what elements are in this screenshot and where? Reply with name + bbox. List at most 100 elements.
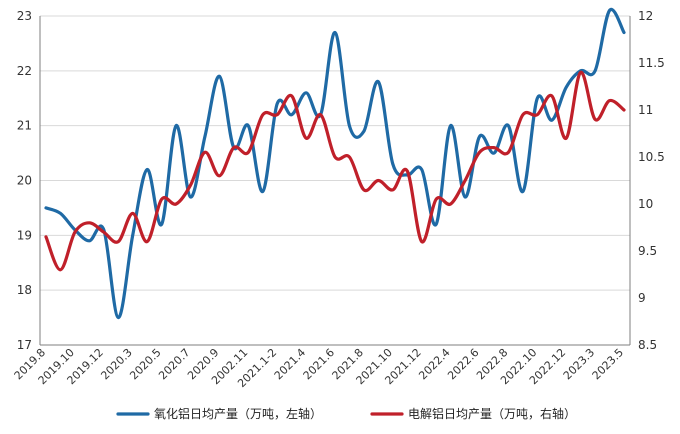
data-point bbox=[276, 102, 279, 105]
y-right-tick-label: 11.5 bbox=[638, 56, 665, 70]
y-left-tick-label: 20 bbox=[17, 174, 32, 188]
data-point bbox=[391, 162, 394, 165]
data-point bbox=[536, 97, 539, 100]
data-point bbox=[362, 130, 365, 133]
y-left-tick-label: 23 bbox=[17, 9, 32, 23]
data-point bbox=[146, 240, 149, 243]
y-right-tick-label: 9.5 bbox=[638, 244, 657, 258]
series-lines bbox=[44, 7, 626, 320]
data-point bbox=[608, 9, 611, 12]
series-points-0 bbox=[44, 9, 625, 319]
data-point bbox=[579, 71, 582, 74]
x-tick-label: 2023.3 bbox=[561, 346, 597, 382]
x-tick-label: 2021.4 bbox=[272, 346, 308, 382]
data-point bbox=[449, 124, 452, 127]
data-point bbox=[218, 174, 221, 177]
data-point bbox=[377, 179, 380, 182]
series-line-0 bbox=[44, 7, 626, 320]
data-point bbox=[565, 137, 568, 140]
legend: 氧化铝日均产量（万吨，左轴） 电解铝日均产量（万吨，右轴） bbox=[116, 406, 576, 421]
data-point bbox=[44, 206, 47, 209]
data-point bbox=[622, 108, 625, 111]
y-left-tick-label: 19 bbox=[17, 228, 32, 242]
data-point bbox=[189, 195, 192, 198]
data-point bbox=[131, 234, 134, 237]
data-point bbox=[88, 239, 91, 242]
data-point bbox=[305, 137, 308, 140]
data-point bbox=[276, 113, 279, 116]
left-y-axis-ticks: 17 18 19 20 21 22 23 bbox=[17, 9, 32, 352]
data-point bbox=[348, 155, 351, 158]
data-point bbox=[608, 99, 611, 102]
data-point bbox=[59, 268, 62, 271]
data-point bbox=[333, 155, 336, 158]
data-point bbox=[435, 223, 438, 226]
data-point bbox=[492, 151, 495, 154]
data-point bbox=[594, 118, 597, 121]
data-point bbox=[550, 119, 553, 122]
data-point bbox=[420, 240, 423, 243]
data-point bbox=[463, 195, 466, 198]
data-point bbox=[203, 151, 206, 154]
y-right-tick-label: 11 bbox=[638, 103, 653, 117]
legend-label-1: 电解铝日均产量（万吨，右轴） bbox=[408, 406, 576, 421]
right-y-axis-ticks: 8.5 9 9.5 10 10.5 11 11.5 12 bbox=[638, 9, 665, 352]
y-right-tick-label: 8.5 bbox=[638, 338, 657, 352]
y-right-tick-label: 10 bbox=[638, 197, 653, 211]
data-point bbox=[146, 168, 149, 171]
y-right-tick-label: 12 bbox=[638, 9, 653, 23]
data-point bbox=[550, 94, 553, 97]
y-left-tick-label: 17 bbox=[17, 338, 32, 352]
axes bbox=[39, 16, 631, 346]
data-point bbox=[521, 113, 524, 116]
data-point bbox=[174, 124, 177, 127]
data-point bbox=[44, 235, 47, 238]
data-point bbox=[160, 223, 163, 226]
data-point bbox=[189, 184, 192, 187]
data-point bbox=[117, 240, 120, 243]
data-point bbox=[478, 151, 481, 154]
data-point bbox=[88, 221, 91, 224]
data-point bbox=[59, 212, 62, 215]
data-point bbox=[622, 31, 625, 34]
data-point bbox=[261, 113, 264, 116]
data-point bbox=[463, 179, 466, 182]
data-point bbox=[377, 80, 380, 83]
data-point bbox=[507, 151, 510, 154]
data-point bbox=[391, 188, 394, 191]
data-point bbox=[290, 94, 293, 97]
data-point bbox=[305, 91, 308, 94]
data-point bbox=[261, 190, 264, 193]
data-point bbox=[117, 316, 120, 319]
data-point bbox=[333, 31, 336, 34]
data-point bbox=[507, 124, 510, 127]
x-tick-label: 2022.4 bbox=[416, 346, 452, 382]
y-left-tick-label: 22 bbox=[17, 64, 32, 78]
y-left-tick-label: 18 bbox=[17, 283, 32, 297]
series-line-1 bbox=[44, 70, 626, 272]
data-point bbox=[348, 124, 351, 127]
data-point bbox=[478, 135, 481, 138]
data-point bbox=[73, 231, 76, 234]
data-point bbox=[247, 151, 250, 154]
data-point bbox=[435, 198, 438, 201]
data-point bbox=[232, 146, 235, 149]
x-tick-label: 2021.6 bbox=[301, 346, 337, 382]
data-point bbox=[290, 113, 293, 116]
data-point bbox=[449, 202, 452, 205]
x-tick-label: 2022.6 bbox=[445, 346, 481, 382]
gridlines bbox=[40, 15, 630, 291]
y-left-tick-label: 21 bbox=[17, 119, 32, 133]
data-point bbox=[218, 75, 221, 78]
x-tick-label: 2020.3 bbox=[98, 346, 134, 382]
data-point bbox=[362, 188, 365, 191]
x-axis-ticks: 2019.82019.102019.122020.32020.52020.720… bbox=[12, 346, 626, 390]
data-point bbox=[420, 168, 423, 171]
legend-label-0: 氧化铝日均产量（万吨，左轴） bbox=[154, 406, 322, 421]
data-point bbox=[406, 170, 409, 173]
x-tick-label: 2020.7 bbox=[156, 346, 192, 382]
data-point bbox=[160, 198, 163, 201]
data-point bbox=[521, 190, 524, 193]
